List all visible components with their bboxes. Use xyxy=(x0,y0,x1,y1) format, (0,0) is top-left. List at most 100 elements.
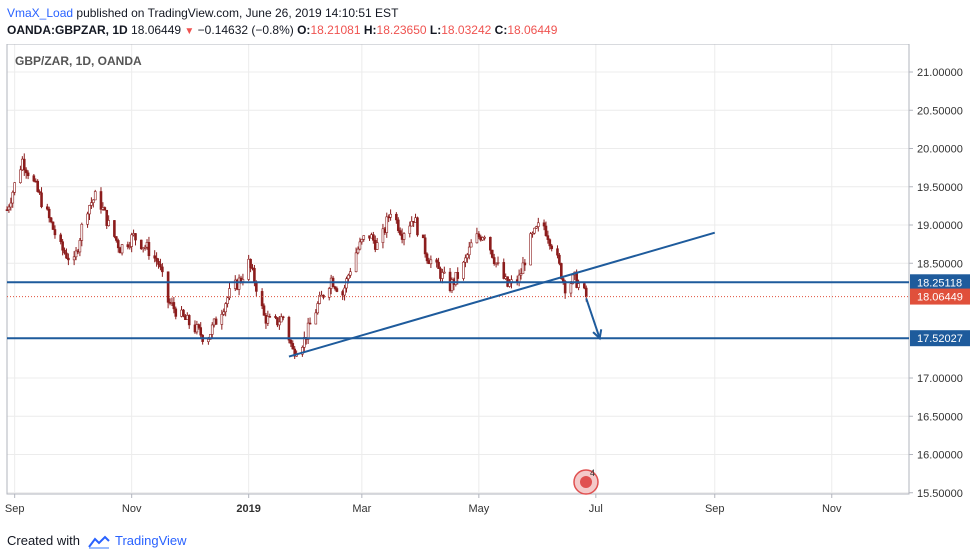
candle-body xyxy=(139,239,143,250)
candle-body xyxy=(558,254,561,264)
candle-body xyxy=(475,233,479,244)
candle-body xyxy=(372,234,375,241)
candle-body xyxy=(450,279,454,291)
price-tick-label: 15.50000 xyxy=(917,488,963,500)
high-label: H: xyxy=(363,23,377,37)
candle-body xyxy=(120,244,124,254)
time-tick-label: Sep xyxy=(5,503,25,515)
candle-body xyxy=(166,271,170,303)
candle-body xyxy=(490,249,494,258)
candle-body xyxy=(360,239,364,243)
candle-body xyxy=(563,280,567,294)
candle-body xyxy=(502,262,506,279)
candle-body xyxy=(65,252,68,259)
candle-body xyxy=(533,227,536,234)
time-tick-label: Nov xyxy=(822,503,842,515)
candle-body xyxy=(105,209,109,226)
candle-body xyxy=(19,169,22,183)
price-label-box xyxy=(910,288,970,305)
candle-body xyxy=(416,217,419,236)
high-value: 18.23650 xyxy=(376,23,427,37)
candle-body xyxy=(266,316,270,324)
created-with-text: Created with xyxy=(7,533,80,548)
candle-body xyxy=(381,228,385,243)
tradingview-brand[interactable]: TradingView xyxy=(115,533,187,548)
candle-body xyxy=(210,324,214,335)
candle-body xyxy=(410,221,414,227)
candle-body xyxy=(293,348,297,357)
candle-body xyxy=(74,250,78,258)
candle-body xyxy=(274,316,277,318)
candle-body xyxy=(308,322,312,325)
price-tick-label: 21.00000 xyxy=(917,67,963,79)
candle-body xyxy=(220,313,224,325)
last-price: 18.06449 xyxy=(131,23,182,37)
author-link[interactable]: VmaX_Load xyxy=(7,6,74,20)
candle-body xyxy=(443,271,446,274)
candle-body xyxy=(542,222,546,227)
low-label: L: xyxy=(429,23,442,37)
candle-body xyxy=(375,242,379,250)
tradingview-logo-icon xyxy=(87,535,110,549)
candle-body xyxy=(224,303,227,313)
candle-body xyxy=(429,259,433,265)
candle-body xyxy=(462,261,465,279)
candle-body xyxy=(226,297,229,304)
candle-body xyxy=(477,233,481,238)
price-label-box xyxy=(910,330,970,347)
candle-body xyxy=(279,316,283,323)
candle-body xyxy=(237,277,241,290)
candle-body xyxy=(335,288,339,292)
candle-body xyxy=(93,191,97,201)
candle-body xyxy=(529,233,532,266)
candle-body xyxy=(548,239,552,247)
low-value: 18.03242 xyxy=(441,23,492,37)
candle-body xyxy=(90,202,93,206)
candle-body xyxy=(467,246,471,256)
published-text: published on TradingView.com, June 26, 2… xyxy=(76,6,399,20)
candle-body xyxy=(11,191,15,204)
forecast-arrow[interactable] xyxy=(585,298,601,339)
candle-body xyxy=(333,286,337,289)
candle-body xyxy=(187,315,191,326)
candle-body xyxy=(260,291,264,307)
candle-body xyxy=(389,213,392,218)
candle-body xyxy=(362,235,366,240)
candle-body xyxy=(546,235,550,240)
symbol-label: OANDA:GBPZAR, 1D xyxy=(7,23,128,37)
trend-line[interactable] xyxy=(288,231,716,358)
candle-body xyxy=(423,237,427,255)
candle-body xyxy=(107,220,110,226)
open-label: O: xyxy=(297,23,311,37)
candle-body xyxy=(550,245,554,250)
candle-body xyxy=(128,246,132,248)
candle-body xyxy=(531,232,534,235)
candle-body xyxy=(209,334,212,340)
candle-body xyxy=(61,241,64,251)
candle-body xyxy=(249,258,252,269)
price-tick-label: 17.00000 xyxy=(917,373,963,385)
candle-body xyxy=(398,230,402,235)
candle-body xyxy=(174,308,178,317)
events-badge[interactable]: 4 xyxy=(573,468,599,495)
down-arrow-icon: ▼ xyxy=(184,26,195,37)
candle-body xyxy=(425,253,429,262)
candle-body xyxy=(496,262,500,264)
candle-body xyxy=(301,347,304,355)
candle-body xyxy=(9,202,13,208)
candle-body xyxy=(197,324,201,328)
candle-body xyxy=(247,258,250,280)
chart-title: GBP/ZAR, 1D, OANDA xyxy=(15,54,142,68)
footer: Created with TradingView xyxy=(7,533,187,549)
candle-body xyxy=(207,339,210,342)
candle-body xyxy=(396,219,400,231)
time-tick-label: 2019 xyxy=(236,503,260,515)
price-chart[interactable]: 21.00000 20.50000 20.00000 19.50000 19.00000… xyxy=(0,43,979,522)
candle-body xyxy=(287,317,291,341)
candle-body xyxy=(222,311,226,315)
candle-body xyxy=(59,234,63,242)
price-change: −0.14632 (−0.8%) xyxy=(197,23,294,37)
time-tick-label: May xyxy=(468,503,489,515)
candle-body xyxy=(214,318,218,325)
candle-body xyxy=(356,248,360,254)
